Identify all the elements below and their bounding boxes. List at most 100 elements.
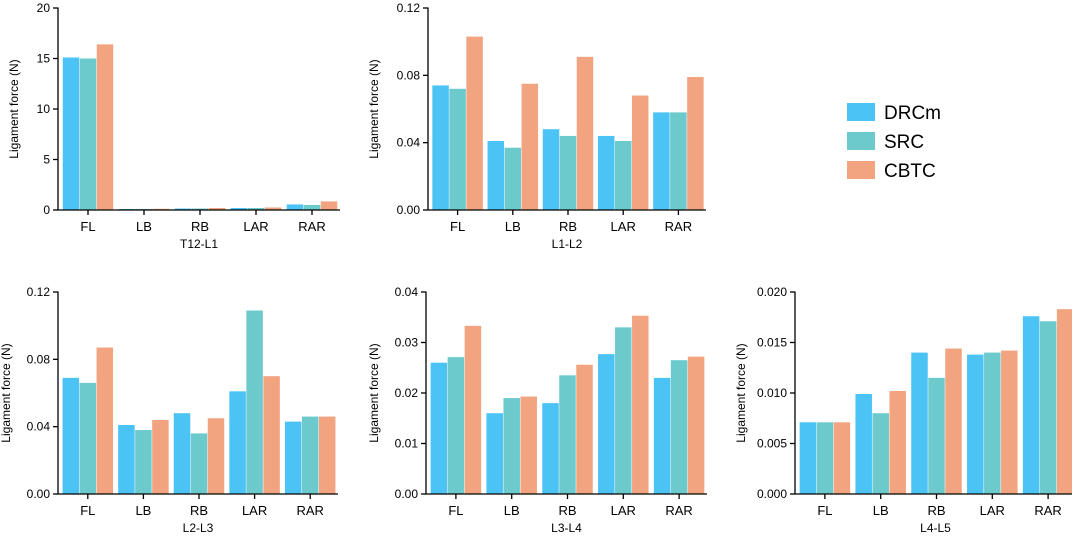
bar-rar-src (301, 416, 319, 494)
chart-title: T12-L1 (180, 237, 218, 251)
y-tick-label: 0.04 (397, 136, 421, 150)
bar-rb-cbtc (207, 418, 225, 494)
bar-fl-drcm (799, 422, 817, 494)
bar-rar-drcm (653, 377, 671, 494)
bar-lar-drcm (230, 207, 248, 210)
y-tick-label: 0.005 (757, 437, 787, 451)
bar-rb-drcm (174, 208, 192, 210)
bar-lb-src (872, 413, 889, 494)
y-tick-label: 0.12 (397, 1, 421, 15)
x-tick-label: RB (559, 219, 577, 234)
x-tick-label: LAR (611, 503, 636, 518)
bar-rar-cbtc (687, 356, 705, 494)
y-tick-label: 5 (43, 153, 50, 167)
bar-fl-src (79, 382, 97, 494)
chart-title: L3-L4 (551, 521, 582, 535)
bar-rar-cbtc (1056, 309, 1072, 494)
x-tick-label: FL (80, 503, 95, 518)
y-tick-label: 0.00 (397, 203, 421, 217)
y-tick-label: 0.015 (757, 336, 787, 350)
bar-lb-src (135, 430, 152, 494)
bar-rb-drcm (542, 129, 560, 210)
bar-fl-cbtc (833, 422, 851, 494)
x-tick-label: RAR (665, 503, 692, 518)
bar-rar-src (303, 204, 321, 210)
bar-rar-src (1039, 321, 1057, 494)
bar-rb-cbtc (208, 207, 226, 210)
y-tick-label: 0 (43, 203, 50, 217)
y-tick-label: 0.00 (395, 487, 419, 501)
bar-lar-src (984, 352, 1001, 494)
legend-label-drcm: DRCm (884, 103, 941, 124)
bar-lar-src (247, 207, 265, 210)
bar-lar-cbtc (263, 376, 280, 494)
bar-rb-cbtc (576, 364, 593, 494)
bar-rb-drcm (542, 403, 559, 494)
y-tick-label: 0.08 (397, 68, 421, 82)
y-tick-label: 0.03 (395, 336, 419, 350)
y-tick-label: 20 (37, 1, 51, 15)
chart-title: L2-L3 (183, 521, 214, 535)
bar-rb-cbtc (576, 56, 594, 210)
bar-rb-src (559, 135, 577, 210)
x-tick-label: RB (191, 219, 209, 234)
legend-swatch-src (847, 132, 875, 150)
bar-fl-drcm (432, 85, 449, 210)
bar-fl-drcm (62, 377, 80, 494)
bar-lar-drcm (597, 135, 615, 210)
x-tick-label: LAR (611, 219, 636, 234)
bar-rb-drcm (173, 413, 191, 494)
bar-lb-drcm (486, 413, 503, 494)
bar-rar-src (670, 112, 687, 210)
bar-rar-cbtc (318, 416, 336, 494)
y-tick-label: 0.010 (757, 386, 787, 400)
x-tick-label: FL (80, 219, 95, 234)
x-tick-label: FL (448, 503, 463, 518)
y-tick-label: 0.020 (757, 285, 787, 299)
y-tick-label: 10 (37, 102, 51, 116)
x-tick-label: LB (135, 503, 151, 518)
bar-lar-src (614, 140, 632, 210)
bar-fl-src (79, 58, 97, 210)
bar-lb-cbtc (889, 390, 906, 494)
bar-rb-src (191, 208, 209, 210)
x-tick-label: FL (817, 503, 832, 518)
bar-lb-cbtc (521, 83, 539, 210)
bar-fl-src (816, 422, 834, 494)
y-tick-label: 0.01 (395, 437, 419, 451)
bar-lar-cbtc (1001, 350, 1018, 494)
x-tick-label: RB (558, 503, 576, 518)
x-tick-label: LB (873, 503, 889, 518)
y-axis-label: Ligament force (N) (367, 343, 381, 442)
bar-fl-src (449, 88, 466, 210)
y-axis-label: Ligament force (N) (0, 343, 13, 442)
bar-lar-drcm (967, 354, 984, 494)
x-tick-label: RAR (665, 219, 692, 234)
x-tick-label: LAR (980, 503, 1005, 518)
bar-fl-cbtc (96, 347, 114, 494)
bar-rb-src (559, 375, 576, 494)
bar-fl-cbtc (96, 44, 114, 210)
bar-lar-drcm (598, 354, 615, 494)
bar-rar-drcm (286, 204, 304, 210)
chart-panel-t12-l1: FL LB RB LAR RAR 0 5 10 15 20 Ligament force (N) T1… (7, 1, 340, 251)
chart-title: L4-L5 (920, 521, 951, 535)
x-tick-label: RAR (1034, 503, 1061, 518)
y-tick-label: 0.12 (27, 285, 51, 299)
bar-lb-cbtc (152, 419, 169, 494)
bar-rar-drcm (284, 421, 302, 494)
chart-panel-l3-l4: FL LB RB LAR RAR 0.00 0.01 0.02 0.03 0.04 Ligament… (367, 285, 707, 535)
y-tick-label: 0.000 (757, 487, 787, 501)
bar-lar-src (246, 310, 263, 494)
bar-fl-drcm (62, 57, 80, 210)
bar-rar-cbtc (320, 201, 338, 210)
bar-rb-cbtc (945, 348, 962, 494)
bar-lb-src (504, 147, 522, 210)
chart-panel-l2-l3: FL LB RB LAR RAR 0.00 0.04 0.08 0.12 Ligament for… (0, 285, 338, 535)
bar-lar-cbtc (632, 315, 649, 494)
x-tick-label: LB (505, 219, 521, 234)
bar-lar-drcm (229, 391, 246, 494)
x-tick-label: RB (190, 503, 208, 518)
x-tick-label: RAR (296, 503, 323, 518)
